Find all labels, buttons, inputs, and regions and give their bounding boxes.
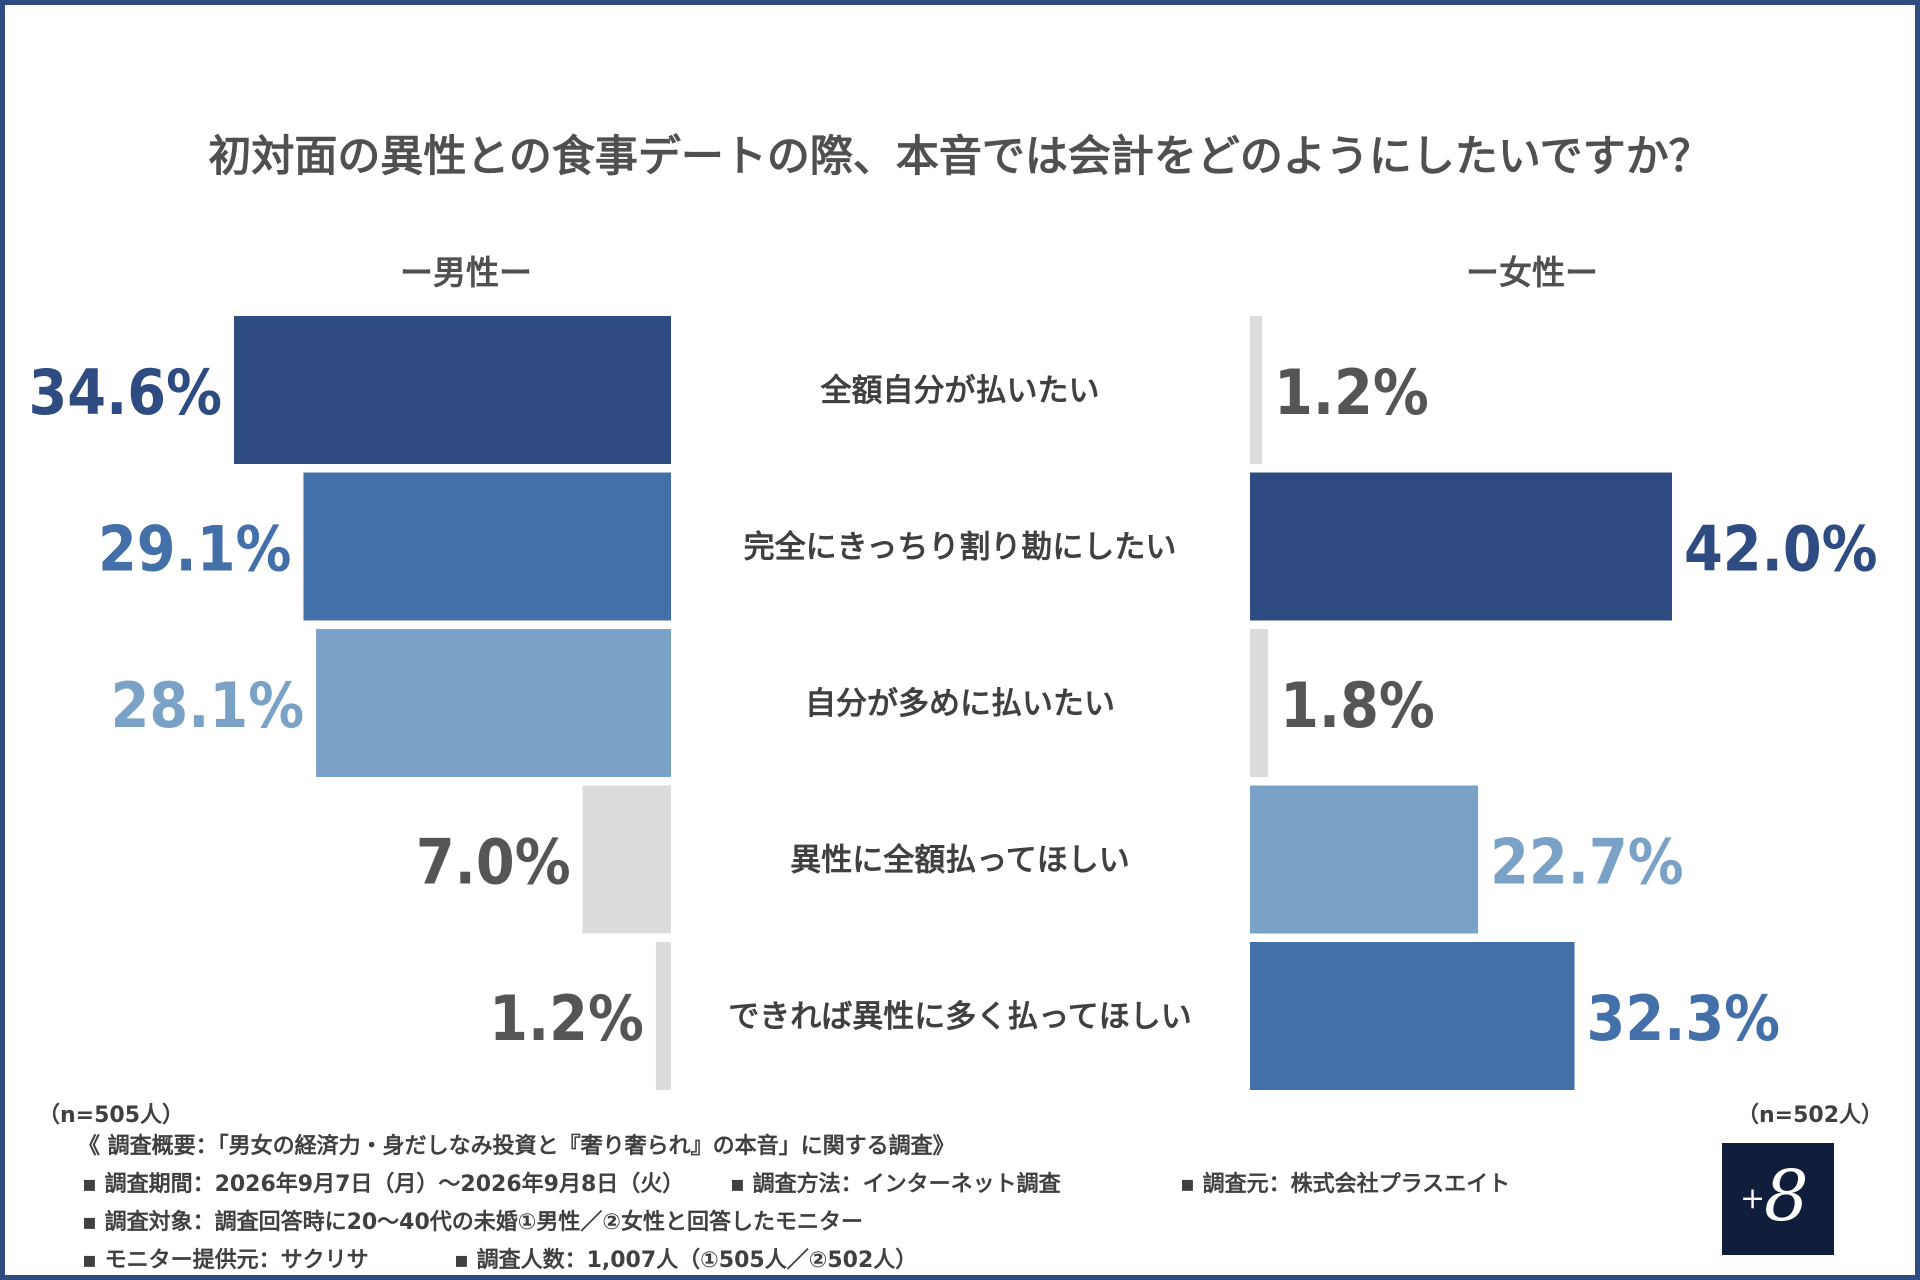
plus-eight-logo: + 8 (1722, 1143, 1834, 1255)
women-value-label: 42.0% (1684, 513, 1878, 586)
women-value-label: 32.3% (1587, 982, 1781, 1055)
men-value-label: 7.0% (416, 826, 571, 899)
men-sample-size: （n=505人） (38, 1103, 185, 1128)
women-bar (1250, 316, 1263, 464)
men-bar (582, 785, 671, 934)
monitor-provider: ▪ モニター提供元：サクリサ (82, 1248, 369, 1273)
women-bar (1250, 472, 1672, 621)
women-sample-size: （n=502人） (1737, 1103, 1884, 1128)
category-label: 全額自分が払いたい (820, 373, 1100, 409)
men-bar (303, 472, 671, 621)
men-bar (316, 629, 671, 777)
survey-period: ▪ 調査期間：2026年9月7日（月）〜2026年9月8日（火） (82, 1172, 685, 1197)
men-value-label: 34.6% (28, 356, 222, 429)
category-label: 完全にきっちり割り勘にしたい (744, 530, 1177, 566)
women-value-label: 1.8% (1280, 669, 1435, 742)
chart-title: 初対面の異性との食事デートの際、本音では会計をどのようにしたいですか？ (208, 132, 1712, 182)
women-bar (1250, 629, 1269, 777)
category-label: 異性に全額払ってほしい (790, 843, 1129, 879)
men-value-label: 29.1% (98, 513, 292, 586)
survey-source: ▪ 調査元：株式会社プラスエイト (1180, 1172, 1511, 1197)
men-bar (234, 316, 671, 464)
women-heading: ー女性ー (1466, 253, 1598, 292)
men-value-label: 1.2% (489, 982, 644, 1055)
survey-target: ▪ 調査対象：調査回答時に20〜40代の未婚①男性／②女性と回答したモニター (82, 1210, 864, 1235)
survey-count: ▪ 調査人数：1,007人（①505人／②502人） (454, 1248, 918, 1273)
women-value-label: 1.2% (1274, 356, 1429, 429)
logo-eight: 8 (1764, 1155, 1809, 1237)
survey-method: ▪ 調査方法：インターネット調査 (730, 1172, 1061, 1197)
men-bar (655, 942, 671, 1090)
women-bar (1250, 785, 1479, 934)
women-bar (1250, 942, 1575, 1090)
survey-overview: 《 調査概要：「男女の経済力・身だしなみ投資と『奢り奢られ』の本音」に関する調査… (78, 1134, 955, 1159)
logo-plus: + (1740, 1181, 1766, 1216)
women-value-label: 22.7% (1490, 826, 1684, 899)
category-label: できれば異性に多く払ってほしい (728, 999, 1191, 1035)
category-label: 自分が多めに払いたい (805, 686, 1115, 722)
men-heading: ー男性ー (400, 253, 532, 292)
men-value-label: 28.1% (111, 669, 305, 742)
